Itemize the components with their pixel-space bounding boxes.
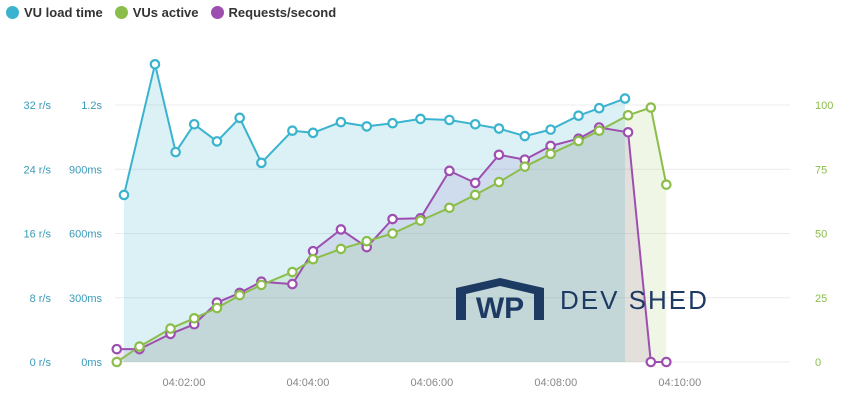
data-point <box>573 110 584 122</box>
data-point <box>645 356 657 368</box>
data-point <box>661 356 672 368</box>
legend-label: Requests/second <box>228 5 337 20</box>
y-tick-time: 1.2s <box>81 100 102 112</box>
data-point <box>493 149 505 161</box>
data-point <box>111 356 123 368</box>
data-point <box>234 112 245 124</box>
y-tick-time: 900ms <box>69 164 103 176</box>
series-points <box>111 59 672 368</box>
data-point <box>287 125 298 136</box>
data-point <box>545 124 556 135</box>
data-point <box>211 136 223 147</box>
data-point <box>645 102 657 113</box>
data-point <box>415 215 426 226</box>
x-tick-label: 04:10:00 <box>658 377 701 389</box>
data-point <box>469 189 481 201</box>
data-point <box>444 165 455 177</box>
wp-dev-shed-logo: WP DEV SHED <box>456 278 709 325</box>
data-point <box>188 118 200 130</box>
axis-labels: 0 r/s 8 r/s 16 r/s 24 r/s 32 r/s 0ms 300ms 600m… <box>23 100 833 389</box>
data-point <box>573 135 584 147</box>
data-point <box>111 343 123 355</box>
data-point <box>387 117 398 129</box>
data-point <box>287 266 298 278</box>
y-tick-time: 600ms <box>69 229 103 241</box>
data-point <box>444 114 455 126</box>
legend-label: VUs active <box>132 5 199 20</box>
legend-item[interactable]: Requests/second <box>210 5 337 20</box>
data-point <box>211 302 223 314</box>
y-tick-rps: 0 r/s <box>30 357 52 369</box>
y-tick-vus: 25 <box>815 293 827 305</box>
data-point <box>134 341 145 352</box>
data-point <box>619 93 631 104</box>
legend-item[interactable]: VU load time <box>6 5 103 20</box>
legend-dot-icon <box>6 6 19 19</box>
data-point <box>335 243 347 255</box>
legend-dot-icon <box>210 6 224 19</box>
y-tick-time: 300ms <box>69 293 103 305</box>
data-point <box>234 289 245 301</box>
data-point <box>188 313 200 324</box>
y-tick-vus: 50 <box>815 229 827 241</box>
data-point <box>256 157 267 169</box>
data-point <box>493 123 505 134</box>
data-point <box>361 235 373 247</box>
x-tick-label: 04:02:00 <box>163 377 206 389</box>
data-point <box>387 213 398 225</box>
data-point <box>415 113 426 125</box>
data-point <box>469 118 481 130</box>
data-point <box>307 127 319 139</box>
data-point <box>519 130 531 142</box>
x-tick-label: 04:04:00 <box>287 377 330 389</box>
data-point <box>256 279 267 291</box>
data-point <box>149 59 161 70</box>
data-point <box>165 323 176 334</box>
y-tick-rps: 16 r/s <box>23 229 51 241</box>
data-point <box>287 278 298 290</box>
logo-mark: WP <box>476 292 524 325</box>
y-tick-vus: 100 <box>815 100 833 112</box>
x-tick-label: 04:06:00 <box>410 377 453 389</box>
data-point <box>307 253 319 265</box>
logo-text: DEV SHED <box>560 285 709 315</box>
legend-item[interactable]: VUs active <box>114 5 199 20</box>
y-tick-time: 0ms <box>81 357 102 369</box>
y-tick-rps: 32 r/s <box>23 100 51 112</box>
data-point <box>387 228 398 239</box>
data-point <box>170 146 181 158</box>
series-area <box>116 127 667 362</box>
chart-legend: VU load time VUs active Requests/second <box>6 5 336 20</box>
y-tick-vus: 0 <box>815 357 821 369</box>
data-point <box>335 224 347 235</box>
data-point <box>469 177 481 189</box>
legend-dot-icon <box>114 6 128 19</box>
data-point <box>361 121 373 132</box>
data-point <box>118 189 130 201</box>
y-tick-vus: 75 <box>815 164 827 176</box>
x-tick-label: 04:08:00 <box>534 377 577 389</box>
data-point <box>593 125 605 136</box>
data-point <box>622 109 634 121</box>
y-tick-rps: 8 r/s <box>30 293 52 305</box>
data-point <box>519 161 531 172</box>
y-tick-rps: 24 r/s <box>23 164 51 176</box>
data-point <box>661 179 672 190</box>
legend-label: VU load time <box>24 5 103 20</box>
data-point <box>493 176 505 188</box>
data-point <box>335 116 347 128</box>
data-point <box>622 127 634 138</box>
data-point <box>444 202 455 214</box>
data-point <box>593 102 605 114</box>
data-point <box>545 148 556 160</box>
